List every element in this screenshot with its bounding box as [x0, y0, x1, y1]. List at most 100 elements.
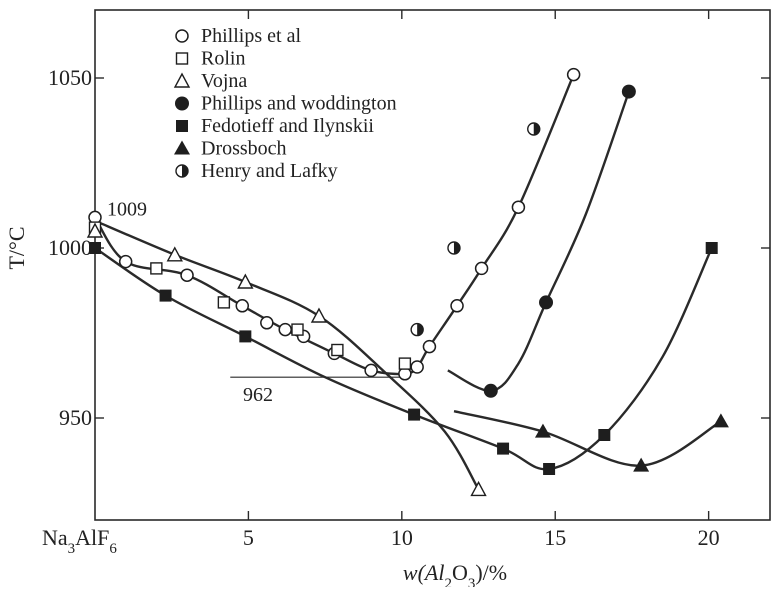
marker-half-fill [533, 123, 540, 135]
text-part: Na [42, 525, 68, 550]
data-point-triangle-filled [712, 413, 729, 428]
data-point-circle-open [235, 299, 250, 313]
marker-shape [364, 363, 378, 378]
series-curve-5 [453, 410, 722, 467]
marker-shape [89, 242, 101, 254]
annotation-962: 962 [243, 384, 273, 406]
marker-shape [497, 442, 510, 455]
x-tick-label: 15 [544, 525, 566, 550]
marker-shape [175, 29, 189, 43]
legend-label-4: Fedotieff and Ilynskii [201, 115, 374, 137]
data-point-triangle-open [470, 480, 487, 497]
text-part: w(Al [403, 560, 445, 585]
x-axis-title: w(Al2O3)/% [403, 560, 507, 587]
legend-label-0: Phillips et al [201, 25, 301, 47]
legend-label-1: Rolin [201, 48, 245, 70]
marker-shape [705, 242, 718, 254]
y-tick-label: 1050 [48, 65, 92, 90]
marker-shape [173, 72, 191, 88]
marker-shape [166, 246, 183, 262]
marker-shape [621, 84, 636, 99]
legend-label-2: Vojna [201, 70, 247, 92]
marker-shape [539, 295, 554, 310]
series-curve-2 [94, 219, 480, 491]
data-point-triangle-filled [633, 457, 650, 472]
curves-layer [93, 74, 722, 491]
data-point-triangle-filled [534, 423, 551, 438]
y-axis-title: T/°C [4, 226, 29, 269]
marker-shape [310, 307, 328, 323]
data-point-circle-open [410, 360, 424, 374]
legend-marker-5 [174, 140, 190, 155]
marker-shape [422, 339, 437, 354]
data-point-circle-filled [539, 295, 554, 310]
data-point-triangle-open [310, 307, 328, 323]
plot-frame [94, 9, 771, 521]
marker-shape [483, 383, 498, 398]
data-point-circle-open [566, 67, 581, 82]
series-curve-4 [94, 247, 713, 471]
data-point-circle-open [511, 200, 526, 214]
data-point-circle-filled [621, 84, 636, 99]
marker-shape [217, 296, 231, 309]
data-point-circle-open [180, 268, 194, 282]
data-points-layer [86, 67, 729, 497]
marker-shape [86, 222, 104, 238]
marker-shape [291, 323, 304, 336]
data-point-square-filled [408, 408, 421, 421]
legend-marker-4 [176, 120, 188, 132]
data-point-circle-half [410, 322, 424, 337]
marker-shape [450, 299, 464, 313]
marker-shape [237, 273, 254, 289]
legend-label-5: Drossboch [201, 138, 287, 160]
annotations-layer: 1009 962 [107, 198, 273, 406]
marker-half-fill [417, 323, 424, 336]
data-point-square-filled [239, 330, 252, 343]
data-point-circle-open [474, 261, 489, 276]
x-tick-label: 10 [391, 525, 413, 550]
legend-marker-6 [175, 164, 189, 178]
marker-shape [543, 463, 556, 475]
marker-shape [511, 200, 526, 214]
marker-shape [239, 330, 252, 343]
marker-shape [474, 261, 489, 276]
data-point-square-filled [705, 242, 718, 254]
subscript: 3 [468, 576, 476, 587]
data-point-square-open [331, 343, 344, 357]
data-point-square-open [291, 323, 304, 336]
marker-shape [470, 480, 487, 497]
data-point-circle-half [447, 241, 461, 255]
marker-shape [331, 343, 344, 357]
plot-border [94, 9, 771, 521]
subscript: 2 [444, 576, 452, 587]
data-point-square-filled [89, 242, 101, 254]
marker-shape [633, 457, 650, 472]
data-point-square-filled [543, 463, 556, 475]
marker-shape [598, 429, 611, 441]
marker-shape [410, 360, 424, 374]
legend-label-6: Henry and Lafky [201, 160, 338, 182]
marker-shape [408, 408, 421, 421]
legend-marker-0 [175, 29, 189, 43]
ticks-layer: Na3AlF6 5 10 15 20 950 1000 1050 [42, 10, 770, 557]
marker-shape [566, 67, 581, 82]
marker-shape [175, 96, 189, 111]
data-point-triangle-open [86, 222, 104, 238]
legend-label-3: Phillips and woddington [201, 93, 397, 115]
data-point-circle-open [260, 316, 274, 330]
x-tick-label-na3alf6: Na3AlF6 [42, 525, 117, 557]
data-point-square-open [398, 357, 412, 370]
marker-half-fill [453, 242, 460, 254]
marker-shape [175, 52, 189, 65]
legend-marker-3 [175, 96, 189, 111]
data-point-circle-open [364, 363, 378, 378]
marker-shape [159, 289, 172, 302]
data-point-triangle-open [237, 273, 254, 289]
text-part: AlF [75, 525, 109, 550]
marker-shape [174, 140, 190, 155]
y-tick-label: 950 [59, 405, 92, 430]
data-point-circle-open [118, 254, 133, 269]
